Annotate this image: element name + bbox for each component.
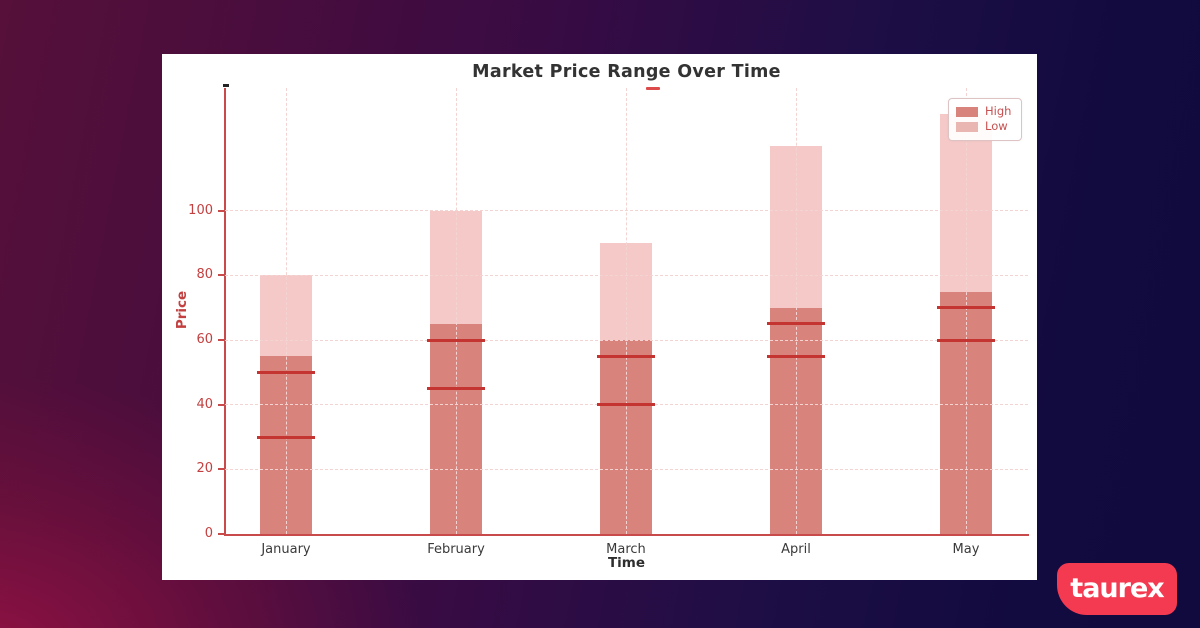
v-gridline-march xyxy=(625,88,627,534)
y-tick-label-80: 80 xyxy=(196,267,213,283)
y-tick-mark-60 xyxy=(218,339,225,342)
h-gridline-80 xyxy=(225,274,1028,276)
chart-title: Market Price Range Over Time xyxy=(472,62,781,82)
y-tick-mark-20 xyxy=(218,468,225,471)
y-tick-mark-0 xyxy=(218,533,225,535)
y-tick-mark-40 xyxy=(218,403,225,406)
x-tick-label-april: April xyxy=(781,542,811,557)
marker-lower-may xyxy=(937,338,995,342)
marker-lower-january xyxy=(257,435,315,439)
title-underline-mark xyxy=(646,87,660,90)
y-tick-label-60: 60 xyxy=(196,332,213,348)
taurex-logo-text: taurex xyxy=(1070,572,1164,604)
h-gridline-100 xyxy=(225,210,1028,212)
marker-upper-march xyxy=(597,354,655,358)
y-tick-mark-100 xyxy=(218,209,225,212)
marker-upper-january xyxy=(257,370,315,374)
marker-lower-february xyxy=(427,387,485,391)
y-tick-label-0: 0 xyxy=(204,526,213,541)
legend-label-low: Low xyxy=(985,119,1008,133)
x-axis-spine xyxy=(224,534,1029,536)
legend-label-high: High xyxy=(985,104,1012,118)
y-axis-spine xyxy=(224,88,226,536)
taurex-logo: taurex xyxy=(1057,563,1177,615)
axis-top-tick xyxy=(223,84,229,87)
marker-lower-march xyxy=(597,403,655,407)
marker-upper-february xyxy=(427,338,485,342)
h-gridline-60 xyxy=(225,339,1028,341)
y-tick-label-100: 100 xyxy=(188,202,213,218)
marker-upper-april xyxy=(767,322,825,326)
v-gridline-january xyxy=(285,88,287,534)
y-tick-mark-80 xyxy=(218,274,225,277)
legend-entry-high: High xyxy=(956,104,1014,119)
x-tick-label-february: February xyxy=(427,542,485,557)
v-gridline-february xyxy=(455,88,457,534)
x-axis-label: Time xyxy=(607,555,646,571)
y-tick-label-40: 40 xyxy=(196,396,213,412)
y-axis-label: Price xyxy=(174,290,190,330)
x-tick-label-march: March xyxy=(606,542,646,557)
x-tick-label-may: May xyxy=(952,542,980,557)
v-gridline-may xyxy=(965,88,967,534)
y-tick-label-20: 20 xyxy=(196,461,213,477)
x-tick-label-january: January xyxy=(261,542,311,557)
legend-swatch-low-icon xyxy=(956,121,978,132)
chart-card: Market Price Range Over Time 0 20 40 60 80 10… xyxy=(162,54,1037,580)
marker-lower-april xyxy=(767,354,825,358)
legend-swatch-high-icon xyxy=(956,106,978,117)
h-gridline-20 xyxy=(225,468,1028,470)
legend-entry-low: Low xyxy=(956,119,1014,134)
legend: High Low xyxy=(948,98,1022,141)
v-gridline-april xyxy=(795,88,797,534)
plot-area xyxy=(225,88,1028,534)
marker-upper-may xyxy=(937,306,995,310)
